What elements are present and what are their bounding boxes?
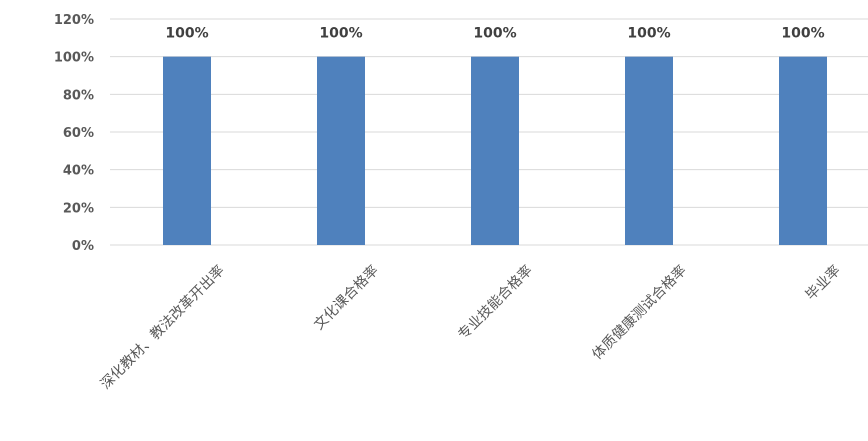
category-labels: 深化教材、教法改革开出率 文化课合格率 专业技能合格率 体质健康测试合格率 毕业率	[97, 262, 844, 393]
data-label: 100%	[319, 26, 362, 42]
y-tick-label: 120%	[54, 13, 94, 28]
y-axis-ticks: 0% 20% 40% 60% 80% 100% 120%	[54, 13, 94, 254]
data-label: 100%	[781, 26, 824, 42]
y-tick-label: 0%	[72, 239, 94, 254]
data-label: 100%	[473, 26, 516, 42]
category-label: 深化教材、教法改革开出率	[97, 262, 228, 393]
bar	[625, 56, 673, 245]
y-tick-label: 100%	[54, 51, 94, 66]
bar	[317, 56, 365, 245]
y-tick-label: 80%	[63, 88, 94, 103]
data-label: 100%	[627, 26, 670, 42]
category-label: 专业技能合格率	[455, 262, 536, 343]
category-label: 毕业率	[802, 262, 844, 304]
category-label: 文化课合格率	[310, 262, 381, 333]
y-tick-label: 40%	[63, 164, 94, 179]
data-labels: 100% 100% 100% 100% 100%	[165, 26, 824, 42]
data-label: 100%	[165, 26, 208, 42]
bar	[779, 56, 827, 245]
bar	[471, 56, 519, 245]
y-tick-label: 60%	[63, 126, 94, 141]
category-label: 体质健康测试合格率	[589, 262, 690, 363]
y-tick-label: 20%	[63, 201, 94, 216]
bars	[163, 56, 827, 245]
bar	[163, 56, 211, 245]
